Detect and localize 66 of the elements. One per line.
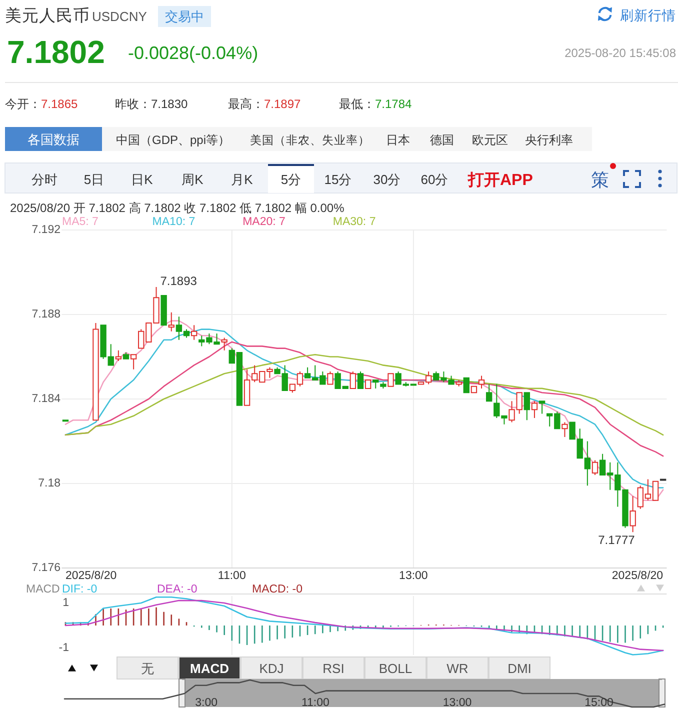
chart-title: MACD	[26, 584, 60, 596]
annotation: 7.1893	[160, 274, 198, 288]
text: 央行利率	[525, 133, 573, 147]
text: 7.1802	[7, 34, 105, 70]
text: MACD: -0	[252, 584, 302, 596]
x-tick-label: 13:00	[442, 697, 472, 709]
text: 日本	[386, 133, 410, 147]
text: MA5: 7	[62, 216, 98, 228]
text: MACD	[190, 661, 229, 676]
text: 策	[591, 170, 609, 190]
text: RSI	[322, 661, 344, 676]
text: 日K	[131, 172, 154, 187]
text: WR	[446, 661, 468, 676]
text: 昨收：	[115, 97, 151, 111]
y-tick-label: 7.192	[32, 224, 60, 236]
x-tick-label: 3:00	[195, 697, 218, 709]
text: BOLL	[378, 661, 412, 676]
text: 美国（非农、失业率）	[250, 133, 370, 147]
y-tick-label: -1	[58, 642, 69, 654]
text: MA30: 7	[332, 216, 376, 228]
x-tick-label: 15:00	[584, 697, 614, 709]
text: 最低：	[339, 97, 375, 111]
text: 分时	[32, 172, 58, 187]
text: 各国数据	[28, 132, 80, 147]
x-tick-label: 2025/8/20	[612, 570, 664, 582]
text: 15分	[324, 172, 352, 187]
text: 7.1784	[375, 97, 412, 111]
text: 7.1830	[151, 97, 188, 111]
text: 欧元区	[472, 133, 508, 147]
text: 无	[141, 661, 154, 676]
text: 30分	[373, 172, 401, 187]
text: 最高：	[228, 97, 264, 111]
x-tick-label: 2025/8/20	[65, 570, 117, 582]
y-tick-label: 1	[62, 596, 69, 609]
x-tick-label: 11:00	[218, 570, 246, 582]
text: DMI	[508, 661, 532, 676]
text: 5日	[84, 172, 104, 187]
text: 中国（GDP、ppi等）	[116, 133, 230, 147]
text: 今开：	[5, 97, 41, 111]
series-label: DIF: -0	[62, 584, 98, 596]
y-tick-label: 7.176	[32, 562, 60, 574]
text: MA10: 7	[152, 216, 196, 228]
y-tick-label: 7.18	[38, 478, 60, 490]
text: 7.1865	[41, 97, 78, 111]
text: 美元人民币	[5, 6, 90, 25]
text: 5分	[280, 172, 302, 187]
series-label: DEA: -0	[157, 584, 198, 596]
text: 2025-08-20 15:45:08	[564, 46, 676, 60]
text: 周K	[182, 172, 204, 187]
y-tick-label: 7.184	[32, 393, 62, 405]
chart-subtitle: 2025/08/20 开 7.1802 高 7.1802 收 7.1802 低 7.1802 幅 0.00%	[10, 201, 345, 215]
x-tick-label: 11:00	[301, 697, 330, 709]
text: 60分	[420, 172, 448, 187]
text: -0.0028(-0.04%)	[128, 43, 258, 63]
text: 刷新行情	[620, 8, 676, 23]
text: MA20: 7	[242, 216, 286, 228]
text: KDJ	[259, 661, 284, 676]
y-tick-label: 7.188	[32, 308, 60, 320]
text: 打开APP	[467, 171, 534, 189]
text: 德国	[430, 133, 454, 147]
text: 交易中	[165, 9, 204, 24]
annotation: 7.1777	[598, 533, 636, 548]
x-tick-label: 13:00	[399, 570, 428, 582]
text: 月K	[231, 172, 254, 187]
text: 7.1897	[264, 97, 302, 111]
text: USDCNY	[92, 9, 148, 24]
